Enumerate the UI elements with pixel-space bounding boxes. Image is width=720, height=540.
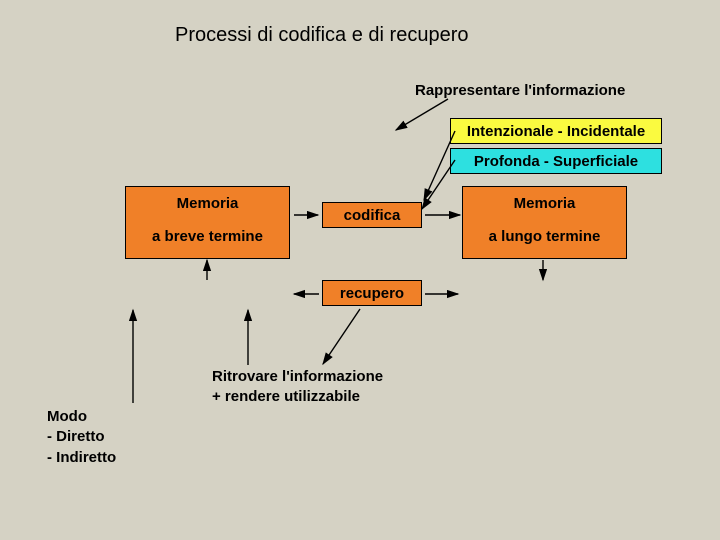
box-intenzionale: Intenzionale - Incidentale [450,118,662,144]
modo-item1: - Diretto [47,428,105,445]
modo-block: Modo - Diretto - Indiretto [47,407,116,468]
retrieve-line1: Ritrovare l'informazione [212,368,383,385]
memory-right-line2: a lungo termine [463,228,626,245]
page-title: Processi di codifica e di recupero [175,24,468,47]
recupero-box: recupero [322,280,422,306]
memory-right-line1: Memoria [463,195,626,212]
modo-item2: - Indiretto [47,449,116,466]
memory-left-line1: Memoria [126,195,289,212]
codifica-box: codifica [322,202,422,228]
retrieve-line2: + rendere utilizzabile [212,388,360,405]
retrieve-info-label: Ritrovare l'informazione + rendere utili… [212,367,383,406]
memory-left-line2: a breve termine [126,228,289,245]
box-profonda: Profonda - Superficiale [450,148,662,174]
memory-short-term: Memoria a breve termine [125,186,290,259]
represent-info-label: Rappresentare l'informazione [415,82,625,99]
modo-title: Modo [47,408,87,425]
memory-long-term: Memoria a lungo termine [462,186,627,259]
